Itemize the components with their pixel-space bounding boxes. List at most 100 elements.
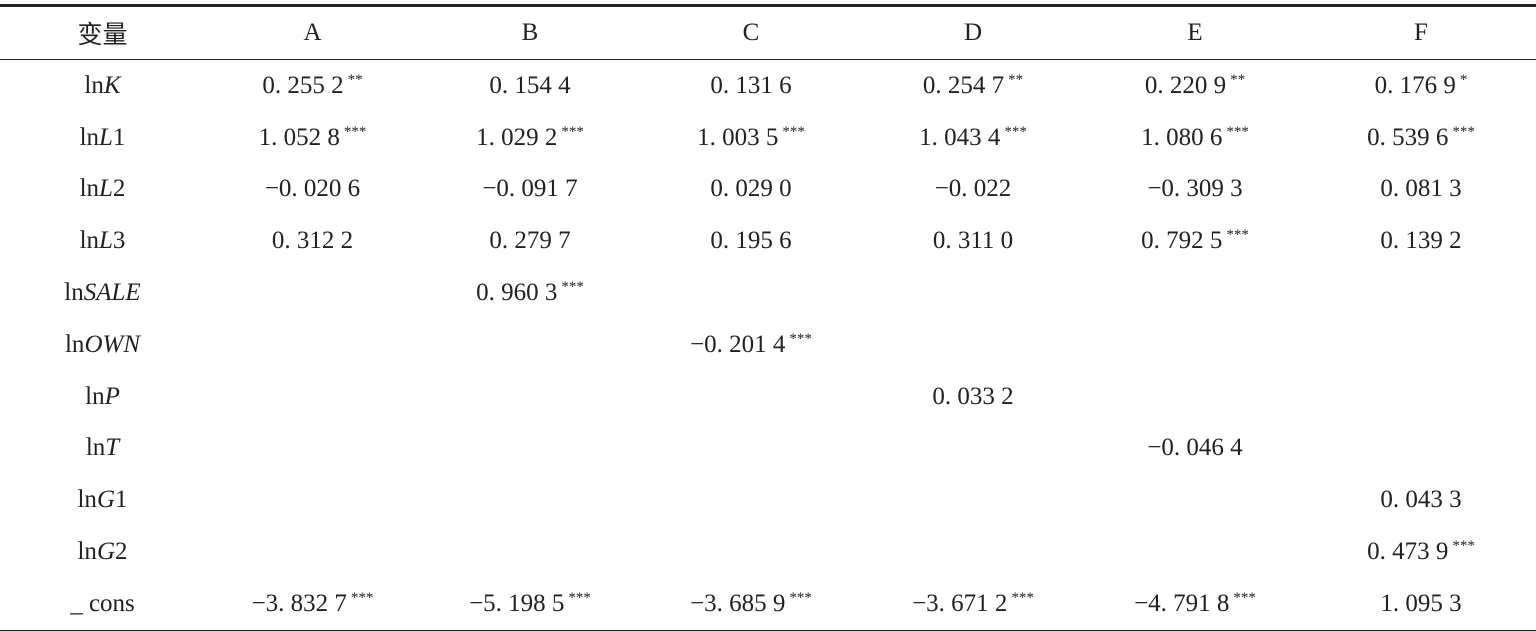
row-label: lnOWN [0, 319, 205, 371]
table-row: lnG2 0. 473 9 *** [0, 526, 1536, 578]
row-label: _ cons [0, 578, 205, 631]
cell [420, 319, 640, 371]
significance: *** [789, 330, 812, 347]
cell: 1. 080 6 *** [1084, 112, 1306, 164]
label-part: L [99, 227, 113, 255]
coefficient: 0. 029 0 [710, 175, 792, 203]
label-part: T [105, 434, 120, 462]
cell: 0. 081 3 [1306, 164, 1536, 216]
cell: 1. 003 5 *** [640, 112, 862, 164]
cell: 0. 279 7 [420, 215, 640, 267]
significance: *** [782, 123, 805, 140]
coefficient: 0. 792 5 [1141, 227, 1223, 255]
coefficient: 0. 139 2 [1380, 227, 1462, 255]
table-row: lnL2 −0. 020 6 −0. 091 7 0. 029 0 −0. 022 −0.… [0, 164, 1536, 216]
table-row: lnOWN −0. 201 4 *** [0, 319, 1536, 371]
label-part: 3 [112, 227, 126, 255]
cell: −0. 046 4 [1084, 423, 1306, 475]
coefficient: 1. 029 2 [476, 123, 558, 151]
coefficient: 0. 043 3 [1380, 486, 1462, 514]
cell [205, 526, 420, 578]
significance: *** [1452, 123, 1475, 140]
cell [420, 526, 640, 578]
coefficient: 0. 033 2 [932, 382, 1014, 410]
row-label: lnSALE [0, 267, 205, 319]
cell [862, 267, 1084, 319]
coefficient: 0. 254 7 [922, 71, 1005, 99]
cell: −0. 091 7 [420, 164, 640, 216]
cell: −0. 201 4 *** [640, 319, 862, 371]
header-cell: C [742, 19, 760, 46]
coefficient: −4. 791 8 [1134, 589, 1230, 617]
label-part: ln [85, 434, 106, 462]
cell [640, 371, 862, 423]
cell: 0. 255 2 ** [205, 60, 420, 112]
cell [862, 474, 1084, 526]
cell: 1. 043 4 *** [862, 112, 1084, 164]
label-part: ln [64, 330, 85, 358]
cell: 0. 029 0 [640, 164, 862, 216]
cell: 0. 131 6 [640, 60, 862, 112]
label-part: _ cons [70, 589, 135, 617]
row-label: lnT [0, 423, 205, 475]
coefficient: 1. 003 5 [697, 123, 779, 151]
cell: −5. 198 5 *** [420, 578, 640, 631]
cell [1306, 267, 1536, 319]
cell: 1. 052 8 *** [205, 112, 420, 164]
cell: 0. 539 6 *** [1306, 112, 1536, 164]
row-label: lnL3 [0, 215, 205, 267]
cell [1306, 371, 1536, 423]
significance: *** [1226, 227, 1249, 244]
label-part: ln [79, 123, 100, 151]
coefficient: −0. 309 3 [1147, 175, 1243, 203]
header-cell: 变量 [77, 22, 128, 49]
table-row: lnK 0. 255 2 ** 0. 154 4 0. 131 6 0. 254 7 ** 0… [0, 60, 1536, 112]
header-cell: E [1187, 19, 1203, 46]
coefficient: −3. 832 7 [251, 589, 347, 617]
cell [205, 319, 420, 371]
coefficient: −0. 046 4 [1147, 434, 1243, 462]
significance: ** [347, 71, 363, 88]
significance: *** [1004, 123, 1027, 140]
label-part: ln [85, 382, 105, 410]
cell [862, 319, 1084, 371]
header-cell: A [303, 19, 322, 46]
coefficient: 0. 154 4 [489, 71, 571, 99]
significance: *** [1233, 589, 1256, 606]
cell: −3. 685 9 *** [640, 578, 862, 631]
table-row: lnL1 1. 052 8 *** 1. 029 2 *** 1. 003 5 *** 1. … [0, 112, 1536, 164]
coefficient: −3. 685 9 [690, 589, 786, 617]
cell [205, 267, 420, 319]
label-part: 2 [115, 538, 128, 566]
cell [420, 474, 640, 526]
significance: ** [1008, 71, 1024, 88]
coefficient: −0. 022 [934, 175, 1012, 203]
table-row: lnL3 0. 312 2 0. 279 7 0. 195 6 0. 311 0 0. 7… [0, 215, 1536, 267]
cell: 0. 312 2 [205, 215, 420, 267]
cell: −0. 020 6 [205, 164, 420, 216]
coefficient: −3. 671 2 [912, 589, 1008, 617]
label-part: OWN [84, 330, 140, 358]
coefficient: 1. 043 4 [919, 123, 1001, 151]
cell [862, 423, 1084, 475]
coefficient: 1. 095 3 [1380, 589, 1462, 617]
row-label: lnL1 [0, 112, 205, 164]
cell: 0. 792 5 *** [1084, 215, 1306, 267]
significance: *** [1452, 538, 1475, 555]
label-part: 1 [115, 486, 128, 514]
cell: 0. 473 9 *** [1306, 526, 1536, 578]
header-cell: F [1414, 19, 1428, 46]
significance: *** [343, 123, 367, 140]
cell [1084, 267, 1306, 319]
significance: * [1459, 71, 1468, 88]
header-row: 变量 A B C D E F [0, 5, 1536, 60]
table-row: lnSALE 0. 960 3 *** [0, 267, 1536, 319]
cell [640, 526, 862, 578]
coefficient: 0. 131 6 [710, 71, 792, 99]
cell [640, 423, 862, 475]
label-part: G [96, 538, 115, 566]
label-part: ln [77, 486, 97, 514]
label-part: ln [77, 538, 97, 566]
cell [205, 474, 420, 526]
